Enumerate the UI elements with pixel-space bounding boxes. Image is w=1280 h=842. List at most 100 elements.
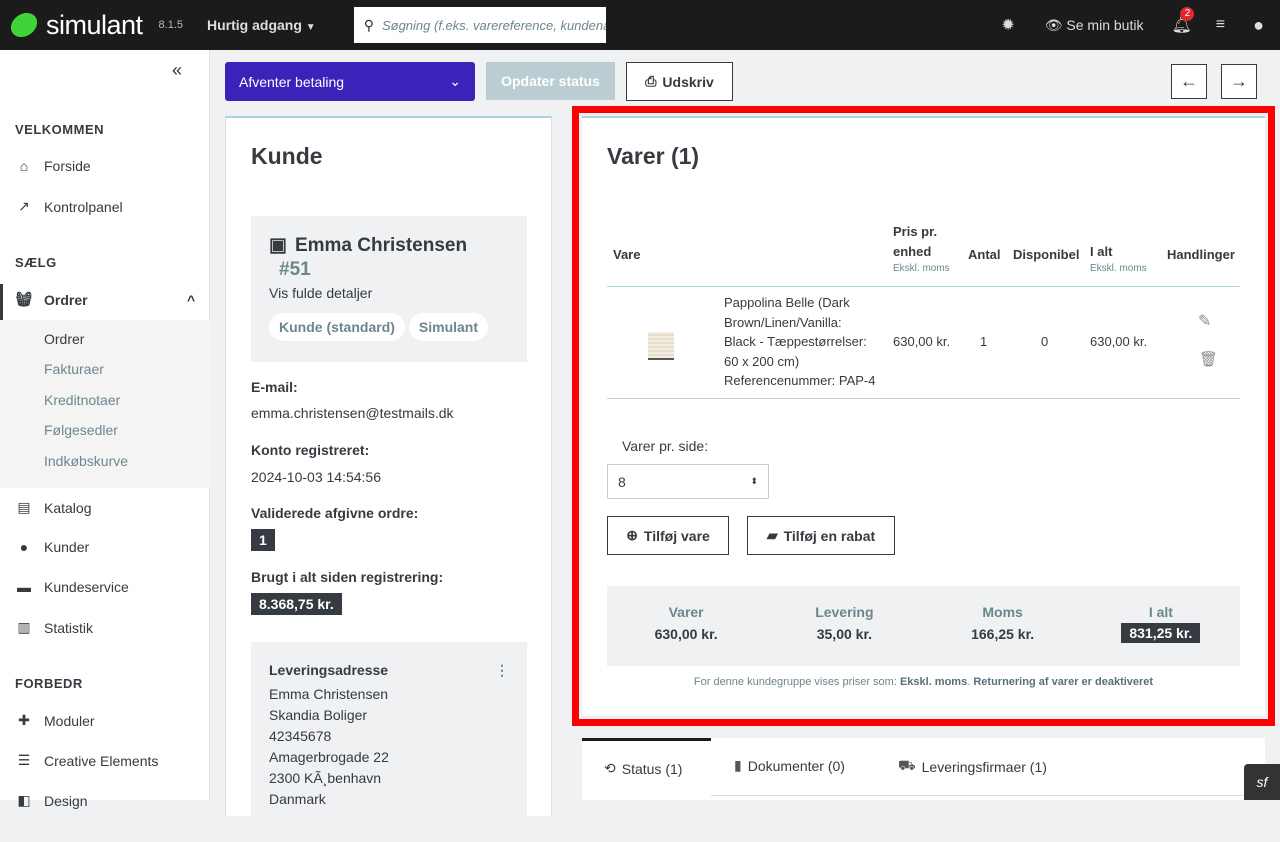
chevron-down-icon: ⌄ <box>449 73 461 89</box>
group-pill: Simulant <box>408 313 489 341</box>
products-card: Varer (1) Vare Pris pr. enhed Ekskl. moms… <box>582 116 1265 716</box>
sidebar-item-label: Moduler <box>44 712 95 729</box>
row-divider <box>607 398 1240 399</box>
sub-credit-notes[interactable]: Kreditnotaer <box>44 392 121 408</box>
col-actions: Handlinger <box>1167 247 1235 262</box>
chart-icon: ▥ <box>17 619 31 635</box>
per-page-select[interactable]: 8 ⬍ <box>607 464 769 499</box>
registered-label: Konto registreret: <box>251 442 370 458</box>
customer-name[interactable]: Emma Christensen <box>294 234 468 256</box>
note-prefix: For denne kundegruppe vises priser som: <box>693 676 897 688</box>
add-discount-button[interactable]: ▰ Tilføj en rabat <box>747 516 895 555</box>
product-thumbnail[interactable] <box>648 332 674 360</box>
account-icon[interactable]: ● <box>1253 14 1264 35</box>
sidebar-item-dashboard[interactable]: ↗ Kontrolpanel <box>15 198 123 215</box>
user-icon: ● <box>19 539 29 555</box>
total-value: 630,00 kr. <box>654 626 718 642</box>
order-status-select[interactable]: Afventer betaling ⌄ <box>225 62 475 101</box>
per-page-label: Varer pr. side: <box>622 438 709 454</box>
sidebar-item-catalog[interactable]: ▤ Katalog <box>15 499 91 516</box>
note-returns: Returnering af varer er deaktiveret <box>973 676 1154 688</box>
sidebar-item-support[interactable]: ▬ Kundeservice <box>15 579 129 595</box>
arrow-left-icon: ← <box>1180 71 1198 91</box>
col-total-label: I alt <box>1090 244 1113 259</box>
basket-icon: 🧺︎ <box>15 291 33 307</box>
search-placeholder: Søgning (f.eks. varereference, kundenavn… <box>381 17 606 33</box>
delivery-address: Leveringsadresse ⋮ Emma Christensen Skand… <box>251 642 527 842</box>
collapse-sidebar-icon[interactable]: « <box>172 60 183 80</box>
total-label: Varer <box>668 604 704 620</box>
logo[interactable]: simulant <box>6 7 143 43</box>
total-label: Levering <box>815 604 874 620</box>
product-name[interactable]: Pappolina Belle (Dark Brown/Linen/Vanill… <box>724 293 884 391</box>
col-unit-price-label: Pris pr. enhed <box>893 224 938 259</box>
plus-circle-icon: ⊕ <box>626 527 638 543</box>
tabs-divider <box>711 795 1265 796</box>
tab-label: Leveringsfirmaer (1) <box>921 758 1047 775</box>
tab-status[interactable]: ⟲ Status (1) <box>604 760 682 777</box>
address-line: 2300 KÃ¸benhavn <box>269 770 382 786</box>
add-discount-label: Tilføj en rabat <box>783 527 876 544</box>
sidebar-item-label: Ordrer <box>44 291 88 308</box>
elements-icon: ☰ <box>17 752 31 768</box>
next-order-button[interactable]: → <box>1221 64 1257 99</box>
row-total: 630,00 kr. <box>1090 334 1148 349</box>
orders-submenu <box>0 320 210 488</box>
sidebar-item-orders[interactable]: 🧺︎ Ordrer ^ <box>15 291 195 308</box>
address-line: Amagerbrogade 22 <box>269 749 389 765</box>
sub-invoices[interactable]: Fakturaer <box>44 361 104 377</box>
view-shop-link[interactable]: 👁 Se min butik <box>1045 17 1144 34</box>
store-icon: ▤ <box>17 499 31 515</box>
design-icon: ◧ <box>17 792 31 808</box>
sidebar-item-label: Kunder <box>44 539 90 555</box>
address-title: Leveringsadresse <box>269 662 389 678</box>
delete-icon[interactable]: 🗑︎ <box>1199 351 1219 368</box>
chevron-up-icon: ^ <box>187 291 196 308</box>
previous-order-button[interactable]: ← <box>1171 64 1207 99</box>
section-improve: FORBEDR <box>15 676 83 691</box>
price-note: For denne kundegruppe vises priser som: … <box>693 676 1154 688</box>
update-status-button[interactable]: Opdater status <box>486 62 615 100</box>
document-icon: ▮ <box>734 757 742 773</box>
sidebar-item-home[interactable]: ⌂ Forside <box>15 158 91 174</box>
header-divider <box>607 286 1240 287</box>
more-vert-icon[interactable]: ⋮ <box>495 662 509 678</box>
orders-count-label: Validerede afgivne ordre: <box>251 505 419 521</box>
checklist-icon[interactable]: ≡ <box>1215 16 1226 33</box>
sub-carts[interactable]: Indkøbskurve <box>44 453 129 469</box>
tab-documents[interactable]: ▮ Dokumenter (0) <box>734 757 845 774</box>
col-qty: Antal <box>968 247 1001 262</box>
chat-icon: ▬ <box>17 579 31 595</box>
printer-icon: ⎙ <box>645 73 657 89</box>
sidebar-item-design[interactable]: ◧ Design <box>15 792 87 809</box>
product-reference: Referencenummer: PAP-4 <box>724 373 876 388</box>
arrow-right-icon: → <box>1230 71 1248 91</box>
sidebar-item-stats[interactable]: ▥ Statistik <box>15 619 93 636</box>
sidebar-item-creative-elements[interactable]: ☰ Creative Elements <box>15 752 159 769</box>
quick-access-menu[interactable]: Hurtig adgang ▼ <box>207 17 316 33</box>
tab-carriers[interactable]: ⛟ Leveringsfirmaer (1) <box>898 757 1047 776</box>
order-tabs: ⟲ Status (1) ▮ Dokumenter (0) ⛟ Leveringsfi… <box>582 738 1265 800</box>
tab-label: Status (1) <box>621 760 683 777</box>
email-value[interactable]: emma.christensen@testmails.dk <box>251 405 454 421</box>
print-button[interactable]: ⎙ Udskriv <box>626 62 733 101</box>
sidebar-item-label: Forside <box>44 158 91 174</box>
quick-access-label: Hurtig adgang <box>207 17 302 33</box>
search-input[interactable]: ⚲ Søgning (f.eks. varereference, kundena… <box>353 7 606 43</box>
view-details-link[interactable]: Vis fulde detaljer <box>269 285 373 301</box>
eye-icon: 👁 <box>1044 16 1063 33</box>
edit-icon[interactable]: ✎ <box>1198 313 1212 330</box>
sub-orders[interactable]: Ordrer <box>44 331 85 347</box>
orders-count-badge: 1 <box>251 529 275 551</box>
notifications-button[interactable]: 🔔︎ 2 <box>1171 7 1195 35</box>
add-product-button[interactable]: ⊕ Tilføj vare <box>607 516 729 555</box>
products-title: Varer (1) <box>607 143 700 169</box>
sidebar-item-modules[interactable]: ✚ Moduler <box>15 712 95 729</box>
sub-delivery-slips[interactable]: Følgesedler <box>44 422 118 438</box>
bug-icon[interactable]: ✹ <box>1001 17 1015 34</box>
home-icon: ⌂ <box>19 158 29 174</box>
contact-icon: ▣ <box>269 235 287 256</box>
symfony-debug-icon[interactable]: sf <box>1244 764 1280 800</box>
sort-arrows-icon: ⬍ <box>750 476 758 486</box>
sidebar-item-customers[interactable]: ● Kunder <box>15 539 89 555</box>
